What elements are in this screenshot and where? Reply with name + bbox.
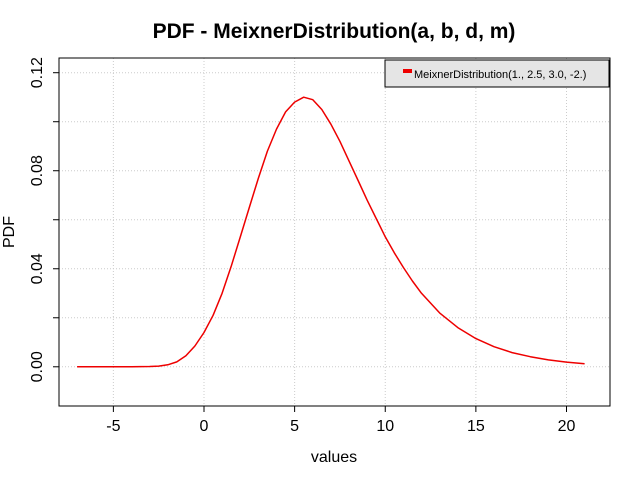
y-axis: 0.00 0.04 0.08 0.12 (29, 57, 59, 382)
chart-title: PDF - MeixnerDistribution(a, b, d, m) (153, 20, 516, 43)
y-tick-label: 0.08 (29, 155, 46, 186)
x-axis-label: values (311, 449, 357, 466)
legend: MeixnerDistribution(1., 2.5, 3.0, -2.) (384, 59, 610, 88)
x-tick-label: 15 (467, 418, 485, 435)
x-tick-label: 10 (376, 418, 394, 435)
y-tick-label: 0.04 (29, 253, 46, 284)
series-line (77, 96, 585, 368)
plot-frame (58, 57, 611, 407)
y-tick-label: 0.00 (29, 351, 46, 382)
x-tick-label: -5 (106, 418, 120, 435)
legend-swatch (403, 69, 412, 73)
x-tick-label: 20 (558, 418, 576, 435)
x-axis: -5 0 5 10 15 20 (106, 406, 576, 435)
legend-label: MeixnerDistribution(1., 2.5, 3.0, -2.) (414, 69, 586, 81)
x-tick-label: 5 (290, 418, 299, 435)
y-tick-label: 0.12 (29, 57, 46, 88)
series-layer (77, 96, 585, 368)
legend-box (384, 59, 610, 88)
y-axis-label: PDF (1, 216, 18, 248)
x-tick-label: 0 (200, 418, 209, 435)
